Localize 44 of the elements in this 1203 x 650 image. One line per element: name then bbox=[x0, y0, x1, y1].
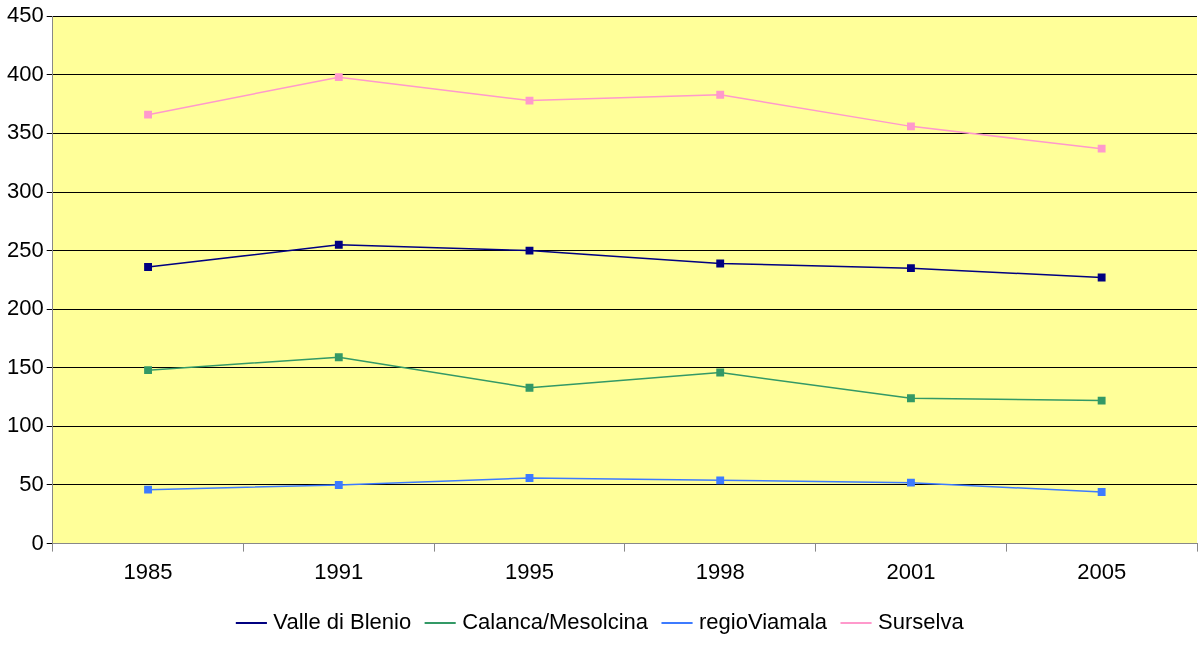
y-tick-label: 100 bbox=[6, 412, 44, 438]
point bbox=[907, 478, 915, 487]
y-tick-label: 300 bbox=[6, 178, 44, 204]
point bbox=[525, 246, 534, 255]
point bbox=[907, 122, 915, 131]
point bbox=[907, 264, 915, 273]
point bbox=[334, 73, 343, 82]
legend-label: Valle di Blenio bbox=[273, 609, 412, 635]
x-tick-label: 1998 bbox=[695, 558, 745, 584]
point bbox=[525, 474, 534, 482]
y-tick-label: 400 bbox=[6, 60, 44, 86]
x-tick-label: 2001 bbox=[886, 558, 936, 584]
x-tick-label: 1991 bbox=[314, 558, 364, 584]
y-tick-label: 450 bbox=[6, 2, 44, 28]
x-tick-label: 2005 bbox=[1077, 558, 1127, 584]
y-tick-label: 150 bbox=[6, 353, 44, 379]
point bbox=[1097, 396, 1106, 405]
point bbox=[716, 90, 725, 99]
point bbox=[716, 259, 725, 268]
y-tick-label: 250 bbox=[6, 236, 44, 262]
x-tick-label: 1985 bbox=[123, 558, 173, 584]
point bbox=[907, 394, 915, 403]
point bbox=[1097, 273, 1106, 282]
legend-label: Calanca/Mesolcina bbox=[462, 609, 649, 635]
point bbox=[144, 110, 152, 119]
point bbox=[525, 383, 534, 392]
y-tick-label: 200 bbox=[6, 295, 44, 321]
point bbox=[1097, 144, 1106, 153]
y-tick-label: 50 bbox=[19, 471, 44, 497]
point bbox=[716, 368, 725, 377]
y-tick-label: 0 bbox=[31, 529, 44, 555]
legend-label: Surselva bbox=[878, 609, 965, 635]
x-tick-label: 1995 bbox=[505, 558, 554, 584]
y-tick-label: 350 bbox=[6, 119, 44, 145]
point bbox=[334, 240, 343, 249]
point bbox=[716, 476, 725, 485]
point bbox=[334, 481, 343, 489]
point bbox=[1097, 488, 1106, 496]
point bbox=[144, 366, 152, 375]
point bbox=[144, 263, 152, 271]
point bbox=[525, 96, 534, 105]
legend-label: regioViamala bbox=[699, 609, 828, 635]
point bbox=[334, 353, 343, 362]
point bbox=[144, 485, 152, 494]
